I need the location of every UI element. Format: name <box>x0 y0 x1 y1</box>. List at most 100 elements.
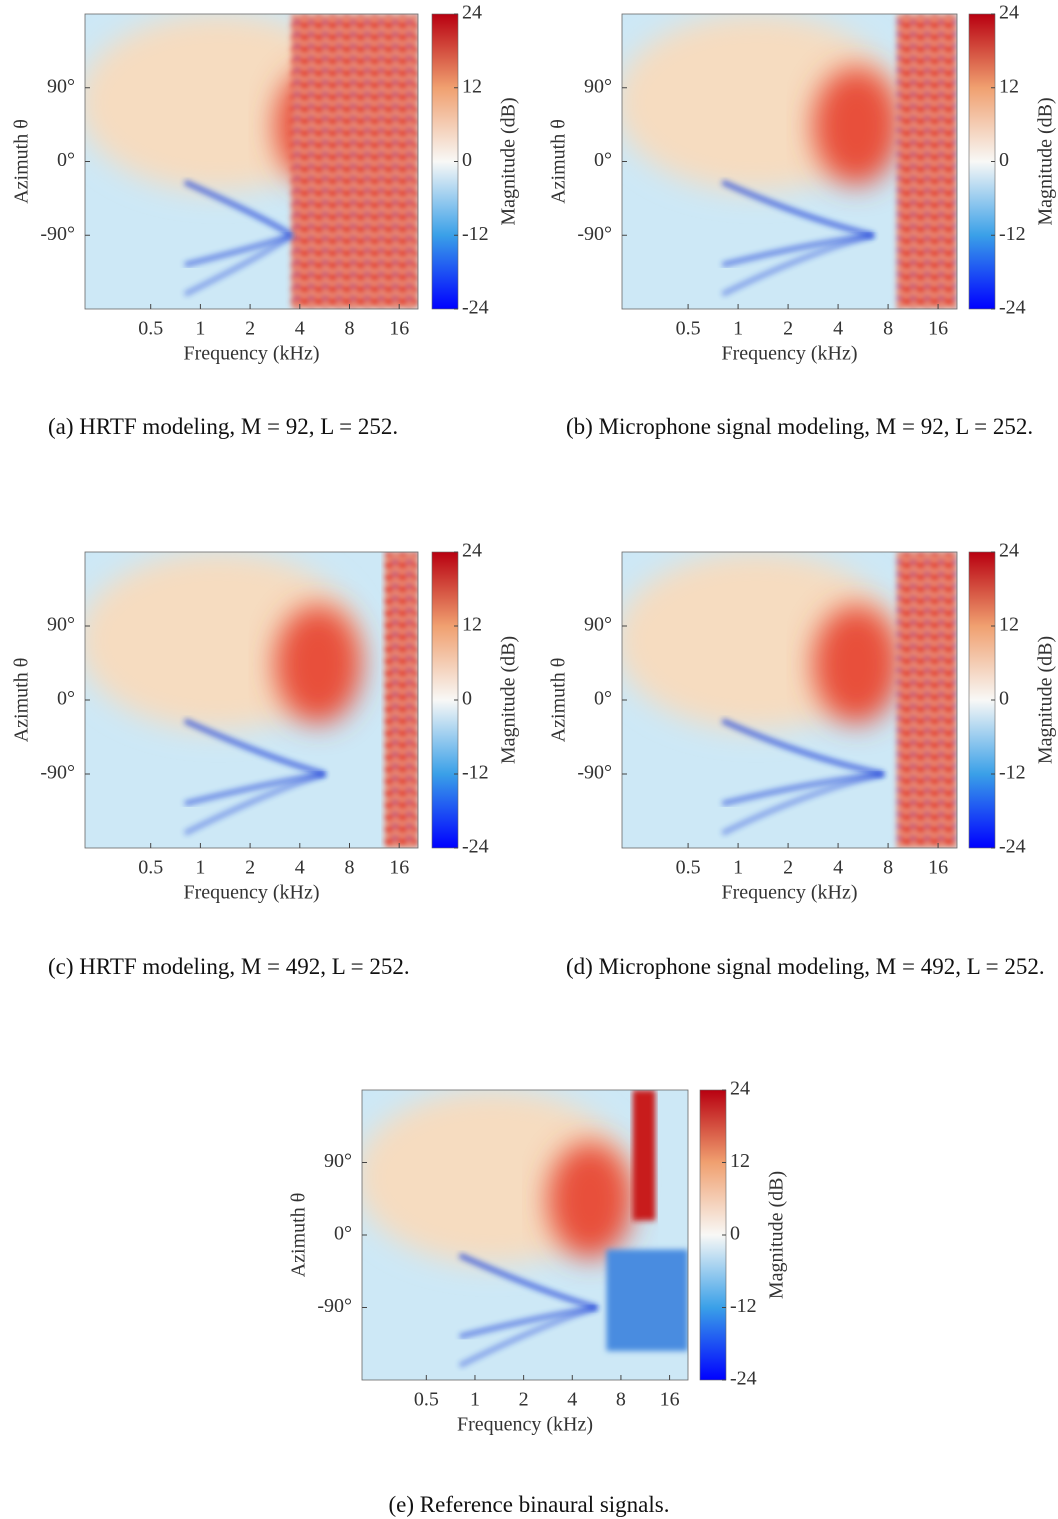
x-tick-label: 8 <box>616 1389 626 1411</box>
heatmap-image <box>362 1090 688 1380</box>
x-tick-label: 4 <box>295 857 305 879</box>
colorbar <box>431 551 459 849</box>
heatmap-image <box>85 14 418 309</box>
null-streak <box>721 718 884 777</box>
noisy-region <box>384 552 418 848</box>
colorbar-tick-label: 12 <box>462 614 482 636</box>
y-tick-label: 0° <box>57 149 75 171</box>
y-tick-label: -90° <box>40 762 75 784</box>
null-streak <box>458 1253 598 1310</box>
colorbar-tick-label: 24 <box>730 1078 750 1100</box>
colorbar-tick-label: -24 <box>999 297 1026 319</box>
colorbar-tick-label: 0 <box>462 688 472 710</box>
x-tick-label: 4 <box>295 318 305 340</box>
noisy-region <box>896 14 957 309</box>
x-tick-label: 0.5 <box>676 857 701 879</box>
colorbar-tick-label: 0 <box>999 688 1009 710</box>
caption: (b) Microphone signal modeling, M = 92, … <box>566 414 1034 439</box>
colorbar-tick-label: -24 <box>462 297 489 319</box>
y-tick-label: -90° <box>317 1295 352 1317</box>
y-tick-label: -90° <box>40 223 75 245</box>
x-tick-label: 1 <box>195 857 205 879</box>
noisy-region <box>291 14 418 309</box>
x-tick-label: 4 <box>833 318 843 340</box>
y-tick-label: 0° <box>57 688 75 710</box>
x-tick-label: 2 <box>245 318 255 340</box>
colorbar-tick-label: 12 <box>999 614 1019 636</box>
colorbar-tick-label: 24 <box>462 540 482 562</box>
x-tick-label: 0.5 <box>138 857 163 879</box>
colorbar-tick-label: -12 <box>730 1295 757 1317</box>
colorbar-tick-label: -24 <box>999 836 1026 858</box>
colorbar-label: Magnitude (dB) <box>1035 636 1057 764</box>
y-tick-label: 0° <box>594 688 612 710</box>
colorbar-tick-label: -12 <box>462 223 489 245</box>
hot-region <box>547 1142 633 1259</box>
null-streak <box>183 233 293 297</box>
colorbar-tick-label: -12 <box>462 762 489 784</box>
colorbar-label: Magnitude (dB) <box>498 636 520 764</box>
caption: (d) Microphone signal modeling, M = 492,… <box>566 954 1045 979</box>
x-tick-label: 0.5 <box>138 318 163 340</box>
x-tick-label: 2 <box>783 318 793 340</box>
x-tick-label: 1 <box>733 857 743 879</box>
x-axis-label: Frequency (kHz) <box>457 1414 593 1436</box>
y-tick-label: 0° <box>334 1223 352 1245</box>
colorbar-tick-label: 24 <box>999 540 1019 562</box>
colorbar-tick-label: 0 <box>730 1223 740 1245</box>
caption: (e) Reference binaural signals. <box>388 1492 670 1517</box>
colorbar-tick-label: 0 <box>462 149 472 171</box>
colorbar-tick-label: 12 <box>999 75 1019 97</box>
colorbar-tick-label: -12 <box>999 762 1026 784</box>
x-tick-label: 8 <box>344 857 354 879</box>
colorbar-tick-label: 0 <box>999 149 1009 171</box>
colorbar-tick-label: -24 <box>462 836 489 858</box>
y-axis-label: Azimuth θ <box>11 119 33 204</box>
colorbar-tick-label: -12 <box>999 223 1026 245</box>
y-axis-label: Azimuth θ <box>548 119 570 204</box>
x-axis-label: Frequency (kHz) <box>183 343 319 365</box>
null-streak <box>721 179 874 238</box>
colorbar-tick-label: -24 <box>730 1368 757 1390</box>
colorbar-tick-label: 12 <box>730 1150 750 1172</box>
colorbar <box>431 13 459 310</box>
colorbar-label: Magnitude (dB) <box>1035 97 1057 225</box>
y-axis-label: Azimuth θ <box>11 658 33 743</box>
y-tick-label: -90° <box>577 223 612 245</box>
x-tick-label: 8 <box>883 318 893 340</box>
hot-region <box>812 67 901 186</box>
x-tick-label: 1 <box>733 318 743 340</box>
x-axis-label: Frequency (kHz) <box>183 882 319 904</box>
y-tick-label: -90° <box>577 762 612 784</box>
caption: (a) HRTF modeling, M = 92, L = 252. <box>48 414 399 439</box>
x-tick-label: 16 <box>389 857 409 879</box>
y-tick-label: 0° <box>594 149 612 171</box>
y-tick-label: 90° <box>47 75 75 97</box>
x-tick-label: 1 <box>470 1389 480 1411</box>
null-streak <box>458 1305 598 1368</box>
x-tick-label: 2 <box>519 1389 529 1411</box>
hot-region <box>812 605 901 724</box>
y-axis-label: Azimuth θ <box>288 1193 310 1278</box>
x-tick-label: 0.5 <box>676 318 701 340</box>
colorbar <box>968 551 996 849</box>
x-tick-label: 0.5 <box>414 1389 439 1411</box>
y-tick-label: 90° <box>324 1150 352 1172</box>
x-tick-label: 8 <box>883 857 893 879</box>
x-tick-label: 4 <box>567 1389 577 1411</box>
x-tick-label: 16 <box>660 1389 680 1411</box>
colorbar-tick-label: 24 <box>462 2 482 24</box>
y-tick-label: 90° <box>584 75 612 97</box>
y-tick-label: 90° <box>47 614 75 636</box>
null-streak <box>183 718 326 777</box>
heatmap-image <box>622 552 957 848</box>
stripe <box>632 1090 656 1221</box>
null-streak <box>183 771 326 836</box>
x-tick-label: 8 <box>344 318 354 340</box>
x-tick-label: 2 <box>783 857 793 879</box>
